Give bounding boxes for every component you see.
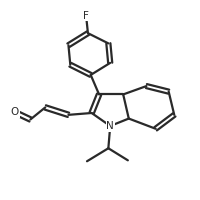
Text: O: O xyxy=(10,107,19,117)
Text: F: F xyxy=(83,11,89,21)
Text: N: N xyxy=(106,121,114,131)
